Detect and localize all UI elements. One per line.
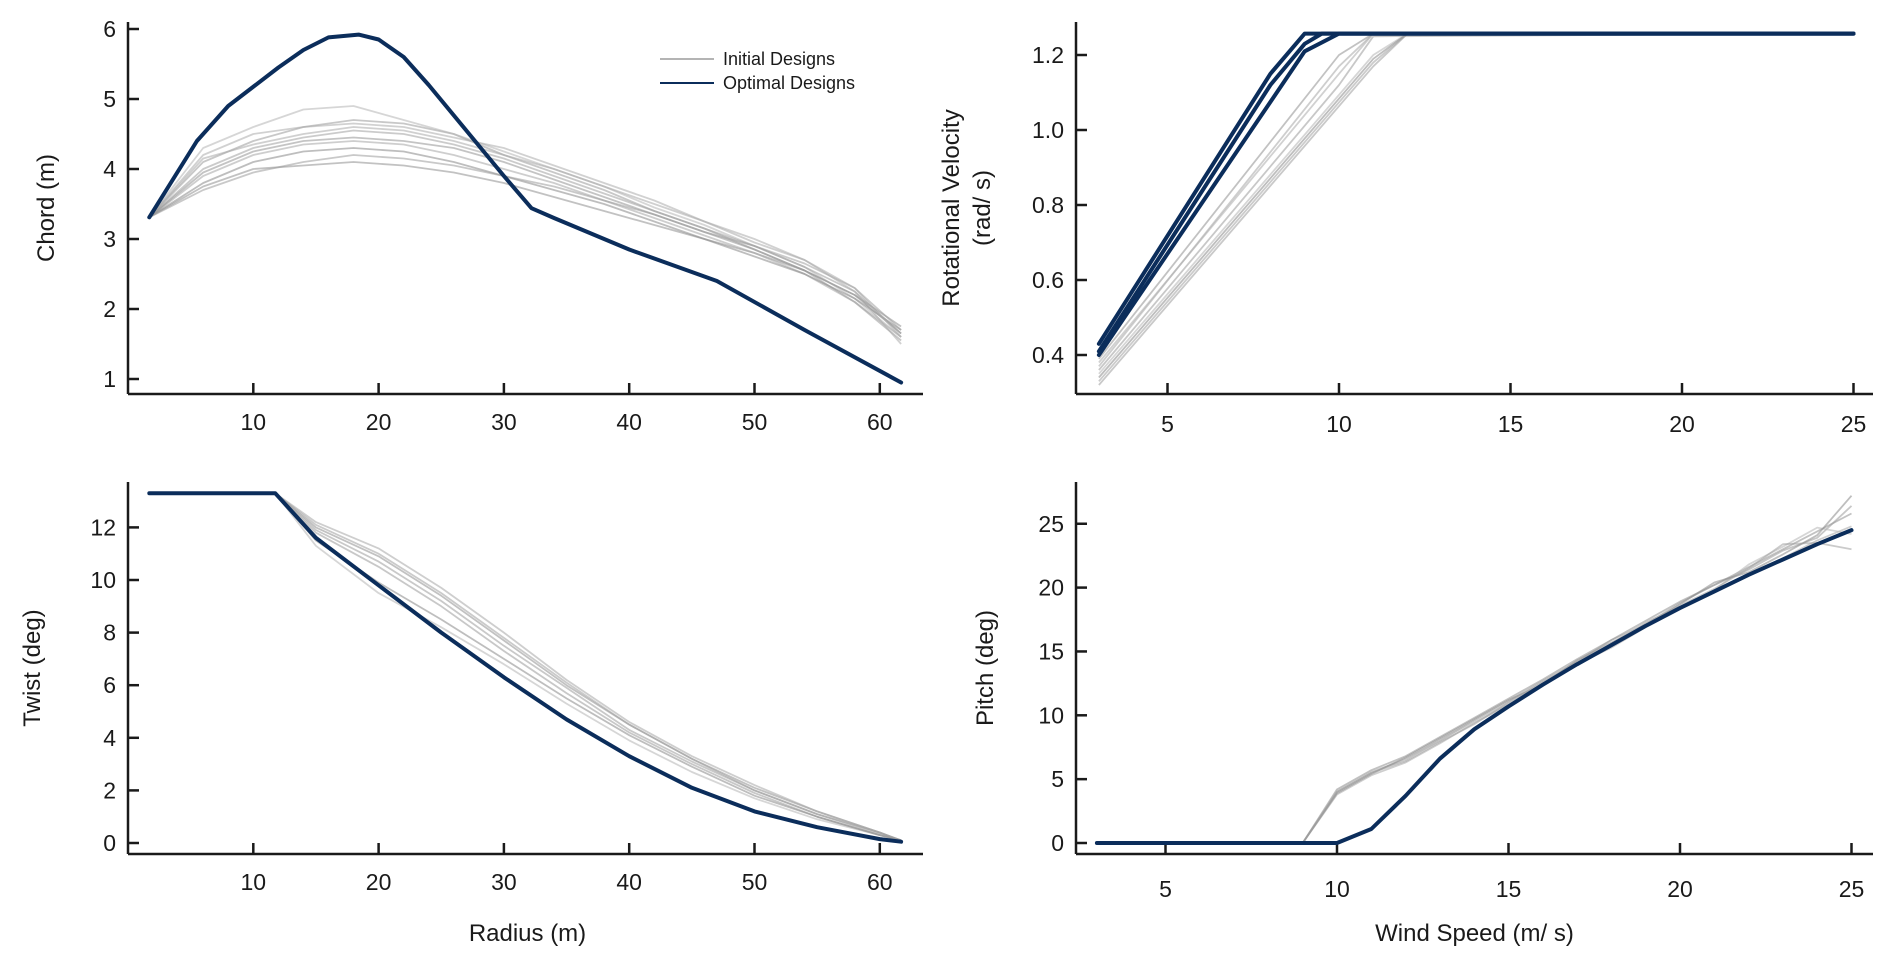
chord-panel: 1 2 3 4 5 6 10 20 30 40 50 60 Chord (m) — [33, 16, 923, 435]
initial-design-line — [149, 492, 902, 842]
initial-design-line — [1098, 32, 1854, 367]
x-tick-label: 10 — [1326, 411, 1352, 437]
optimal-design-line — [147, 491, 904, 844]
x-tick-label: 40 — [616, 409, 642, 435]
y-tick-label: 3 — [103, 226, 116, 252]
y-tick-label: 25 — [1038, 511, 1064, 537]
x-tick-label: 60 — [867, 869, 893, 895]
y-tick-label: 0.6 — [1032, 267, 1064, 293]
x-axis-title: Radius (m) — [469, 920, 586, 947]
initial-design-line — [1096, 542, 1852, 844]
optimal-design-line — [147, 32, 904, 385]
initial-design-line — [149, 492, 902, 842]
initial-design-line — [1098, 32, 1854, 364]
y-axis-title: Pitch (deg) — [972, 610, 999, 726]
y-tick-label: 6 — [103, 16, 116, 42]
y-tick-label: 0 — [1051, 830, 1064, 856]
x-tick-label: 60 — [867, 409, 893, 435]
initial-design-line — [148, 140, 902, 338]
y-tick-label: 0.4 — [1032, 342, 1064, 368]
pitch-panel: 0 5 10 15 20 25 5 10 15 20 25 Pitch (deg) Wind Speed… — [972, 482, 1873, 947]
x-tick-label: 5 — [1161, 411, 1174, 437]
legend: Initial Designs Optimal Designs — [660, 49, 855, 93]
x-tick-label: 25 — [1841, 411, 1867, 437]
initial-design-line — [1098, 32, 1854, 375]
initial-design-line — [148, 105, 902, 338]
x-tick-label: 50 — [742, 869, 768, 895]
legend-label-optimal: Optimal Designs — [723, 73, 855, 93]
y-tick-label: 6 — [103, 672, 116, 698]
initial-design-line — [149, 492, 902, 842]
initial-design-line — [148, 136, 902, 335]
legend-label-initial: Initial Designs — [723, 49, 835, 69]
y-tick-label: 2 — [103, 296, 116, 322]
initial-design-line — [1096, 512, 1852, 844]
y-tick-label: 10 — [90, 567, 116, 593]
y-axis-title: Twist (deg) — [19, 609, 46, 726]
initial-design-line — [148, 122, 902, 345]
x-tick-label: 20 — [366, 869, 392, 895]
initial-design-line — [1098, 32, 1854, 371]
y-tick-label: 2 — [103, 777, 116, 803]
optimal-design-line — [1096, 31, 1856, 357]
initial-design-line — [1098, 32, 1854, 386]
y-tick-label: 1.2 — [1032, 42, 1064, 68]
y-axis-title: Rotational Velocity — [938, 109, 965, 306]
y-axis-title: (rad/ s) — [969, 170, 996, 246]
x-tick-label: 30 — [491, 869, 517, 895]
y-tick-label: 5 — [103, 86, 116, 112]
y-tick-label: 4 — [103, 725, 116, 751]
initial-design-line — [1096, 495, 1853, 844]
x-axis-title: Wind Speed (m/ s) — [1375, 920, 1574, 947]
optimal-design-line — [1096, 31, 1856, 354]
x-tick-label: 5 — [1159, 876, 1172, 902]
initial-design-line — [149, 492, 902, 842]
x-tick-label: 15 — [1498, 411, 1524, 437]
x-tick-label: 15 — [1496, 876, 1522, 902]
x-tick-label: 10 — [241, 869, 267, 895]
initial-design-line — [1098, 32, 1854, 360]
y-tick-label: 20 — [1038, 575, 1064, 601]
y-tick-label: 1 — [103, 366, 116, 392]
y-axis-title: Chord (m) — [33, 154, 60, 262]
twist-panel: 0 2 4 6 8 10 12 10 20 30 40 50 60 Twist (deg) Radius (… — [19, 482, 923, 947]
initial-design-line — [1096, 505, 1853, 844]
initial-design-line — [148, 129, 902, 331]
x-tick-label: 20 — [1669, 411, 1695, 437]
y-tick-label: 1.0 — [1032, 117, 1064, 143]
y-tick-label: 15 — [1038, 638, 1064, 664]
x-tick-label: 10 — [1324, 876, 1350, 902]
x-tick-label: 30 — [491, 409, 517, 435]
x-tick-label: 25 — [1839, 876, 1865, 902]
x-tick-label: 50 — [742, 409, 768, 435]
initial-design-line — [148, 126, 902, 338]
x-tick-label: 40 — [616, 869, 642, 895]
y-tick-label: 4 — [103, 156, 116, 182]
initial-design-line — [1098, 32, 1854, 379]
initial-design-line — [149, 492, 902, 842]
y-tick-label: 5 — [1051, 766, 1064, 792]
initial-design-line — [149, 492, 902, 842]
initial-design-line — [148, 154, 902, 335]
x-tick-label: 20 — [1667, 876, 1693, 902]
y-tick-label: 12 — [90, 514, 116, 540]
rotational-velocity-panel: 0.4 0.6 0.8 1.0 1.2 5 10 15 20 25 Rotational Veloc… — [938, 22, 1873, 437]
y-tick-label: 0.8 — [1032, 192, 1064, 218]
initial-design-line — [148, 161, 902, 328]
initial-design-line — [149, 492, 902, 842]
x-tick-label: 10 — [241, 409, 267, 435]
y-tick-label: 10 — [1038, 702, 1064, 728]
optimal-design-line — [1094, 528, 1854, 845]
x-tick-label: 20 — [366, 409, 392, 435]
y-tick-label: 8 — [103, 620, 116, 646]
initial-design-line — [1098, 32, 1854, 382]
initial-design-line — [148, 147, 902, 331]
y-tick-label: 0 — [103, 830, 116, 856]
